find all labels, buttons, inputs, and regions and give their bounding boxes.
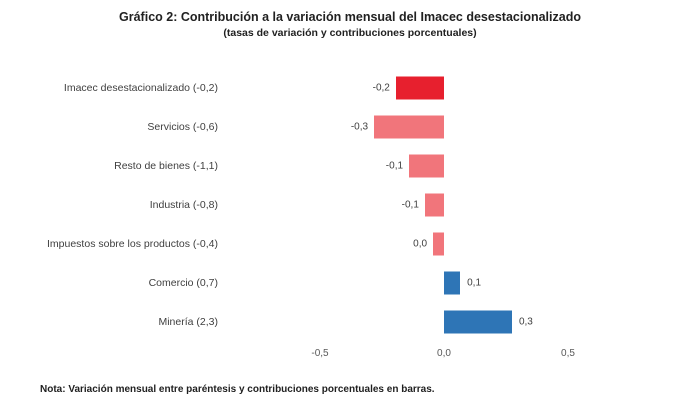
category-label: Industria (-0,8) — [149, 199, 218, 212]
bar — [444, 271, 461, 295]
bar — [424, 193, 444, 217]
bar-track: 0,3 — [218, 303, 700, 342]
bar — [409, 154, 444, 178]
bar-row: Imacec desestacionalizado (-0,2) -0,2 — [0, 69, 700, 108]
value-label: -0,1 — [385, 160, 404, 172]
value-label: 0,0 — [413, 238, 428, 250]
bar-track: 0,1 — [218, 264, 700, 303]
value-label: 0,1 — [467, 277, 482, 289]
bar-row: Comercio (0,7) 0,1 — [0, 264, 700, 303]
value-label: -0,1 — [401, 199, 419, 211]
bar-track: -0,3 — [218, 108, 700, 147]
x-axis-tick-label: -0,5 — [311, 347, 329, 359]
bar-track: -0,1 — [218, 186, 700, 225]
bar-track: -0,1 — [218, 147, 700, 186]
category-label: Resto de bienes (-1,1) — [114, 160, 218, 173]
chart-title: Gráfico 2: Contribución a la variación m… — [119, 10, 581, 24]
category-label: Minería (2,3) — [158, 316, 218, 329]
value-label: -0,3 — [350, 121, 369, 133]
chart-note: Nota: Variación mensual entre paréntesis… — [40, 383, 435, 395]
value-label: -0,2 — [372, 82, 390, 94]
chart-subtitle: (tasas de variación y contribuciones por… — [223, 27, 477, 40]
bar-row: Impuestos sobre los productos (-0,4) 0,0 — [0, 225, 700, 264]
plot-area: Imacec desestacionalizado (-0,2) -0,2 Serv… — [0, 69, 700, 342]
category-label: Impuestos sobre los productos (-0,4) — [47, 238, 218, 251]
bar — [433, 232, 444, 256]
category-label: Servicios (-0,6) — [147, 121, 218, 134]
category-label: Imacec desestacionalizado (-0,2) — [63, 82, 218, 95]
chart-container: Gráfico 2: Contribución a la variación m… — [0, 9, 700, 412]
bar-track: -0,2 — [218, 69, 700, 108]
value-label: 0,3 — [518, 316, 533, 328]
bar-row: Minería (2,3) 0,3 — [0, 303, 700, 342]
bar-row: Resto de bienes (-1,1) -0,1 — [0, 147, 700, 186]
bar — [374, 115, 444, 139]
category-label: Comercio (0,7) — [148, 277, 218, 290]
x-axis: -0,5 0,0 0,5 — [0, 348, 700, 364]
bar — [444, 310, 512, 334]
bar-row: Servicios (-0,6) -0,3 — [0, 108, 700, 147]
x-axis-pad — [0, 348, 218, 364]
bar-row: Industria (-0,8) -0,1 — [0, 186, 700, 225]
x-axis-tick-label: 0,0 — [437, 347, 451, 359]
x-axis-ticks: -0,5 0,0 0,5 — [218, 348, 700, 364]
bar — [395, 76, 444, 100]
bar-track: 0,0 — [218, 225, 700, 264]
x-axis-tick-label: 0,5 — [561, 347, 575, 359]
